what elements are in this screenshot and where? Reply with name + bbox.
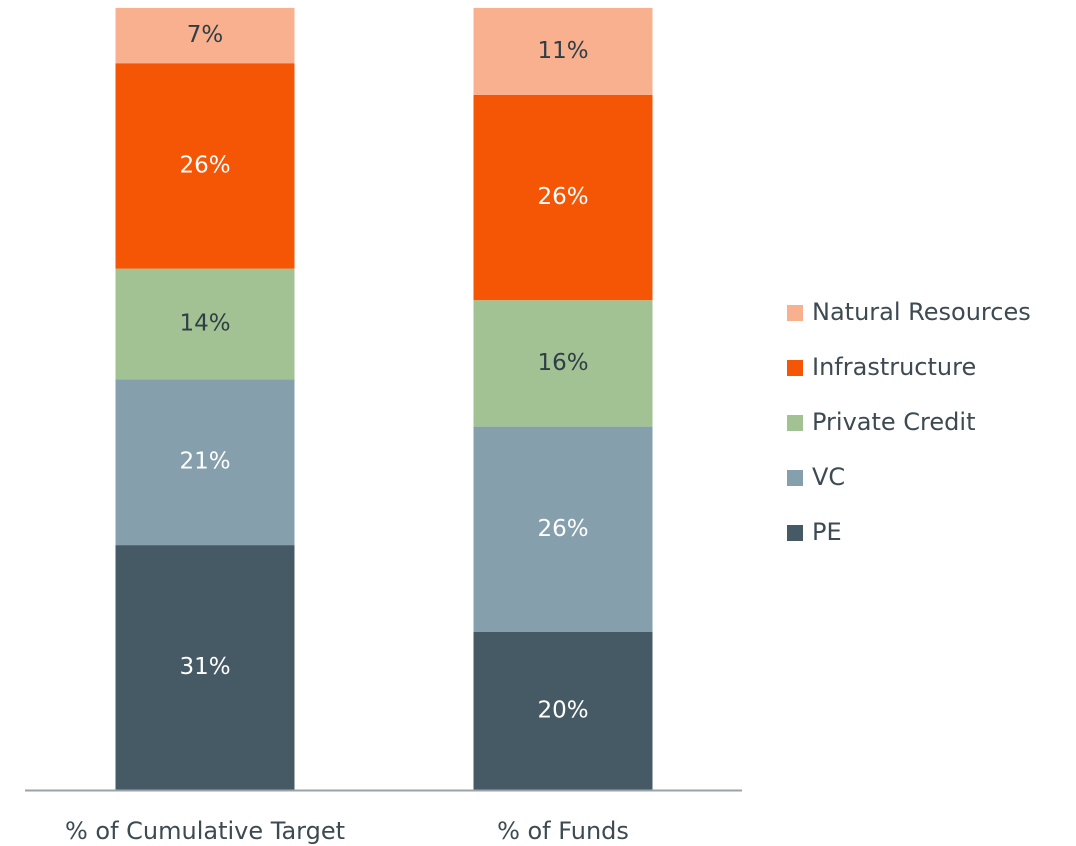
bar-segment [115, 7, 295, 64]
x-tick-label: % of Funds [497, 817, 629, 845]
data-label: 26% [537, 184, 588, 210]
legend-swatch [787, 470, 803, 486]
data-label: 31% [179, 654, 230, 680]
legend-label: Infrastructure [812, 353, 976, 381]
legend-swatch [787, 525, 803, 541]
bar-segment [473, 632, 653, 790]
data-label: 26% [537, 516, 588, 542]
data-label: 11% [537, 38, 588, 64]
bar-segment [473, 94, 653, 301]
x-tick-label: % of Cumulative Target [65, 817, 345, 845]
legend-swatch [787, 305, 803, 321]
data-label: 20% [537, 698, 588, 724]
legend-swatch [787, 415, 803, 431]
bar-segment [473, 300, 653, 427]
legend-label: Natural Resources [812, 298, 1031, 326]
legend-label: PE [812, 518, 842, 546]
data-label: 21% [179, 449, 230, 475]
data-label: 7% [187, 22, 224, 48]
bar-segment [473, 7, 653, 95]
bar-segment [473, 426, 653, 632]
data-label: 14% [179, 310, 230, 336]
data-label: 16% [537, 350, 588, 376]
bar-segment [115, 268, 295, 380]
bar-segment [115, 379, 295, 546]
bar-segment [115, 545, 295, 790]
legend-swatch [787, 360, 803, 376]
data-label: 26% [179, 152, 230, 178]
legend-label: Private Credit [812, 408, 975, 436]
legend-label: VC [812, 463, 845, 491]
bar-segment [115, 63, 295, 269]
